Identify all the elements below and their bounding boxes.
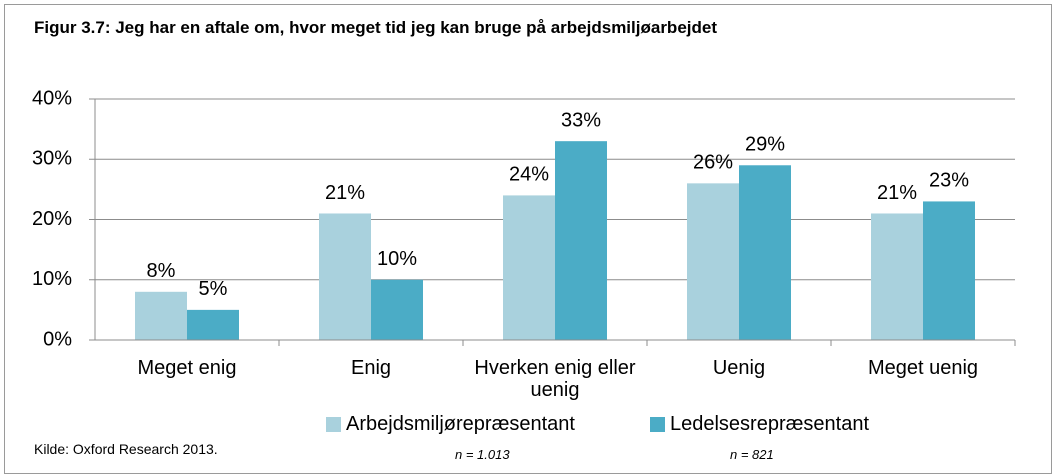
bar <box>687 183 739 340</box>
data-label: 10% <box>377 248 417 270</box>
x-tick-label: Meget enig <box>137 357 237 379</box>
chart-title: Figur 3.7: Jeg har en aftale om, hvor me… <box>34 18 717 37</box>
y-tick-label: 20% <box>32 208 72 230</box>
data-label: 21% <box>325 182 365 204</box>
bar <box>923 201 975 340</box>
y-tick-label: 40% <box>32 87 72 109</box>
data-label: 8% <box>147 260 176 282</box>
data-label: 26% <box>693 152 733 174</box>
legend-swatch <box>326 417 341 432</box>
y-tick-label: 10% <box>32 268 72 290</box>
data-label: 23% <box>929 170 969 192</box>
bar <box>871 213 923 340</box>
x-tick-label: Meget uenig <box>867 357 979 379</box>
bar <box>319 213 371 340</box>
bar <box>555 141 607 340</box>
bar <box>187 309 239 340</box>
bar <box>503 195 555 340</box>
data-label: 5% <box>199 278 228 300</box>
bar <box>135 291 187 340</box>
data-label: 24% <box>509 164 549 186</box>
legend-label: Ledelsesrepræsentant <box>670 413 870 435</box>
data-label: 33% <box>561 109 601 131</box>
x-tick-label: Uenig <box>712 357 766 379</box>
bar <box>739 165 791 340</box>
x-tick-label: Hverken enig eller uenig <box>474 357 636 401</box>
source: Kilde: Oxford Research 2013. <box>34 441 218 457</box>
bar <box>371 279 423 340</box>
y-tick-label: 0% <box>43 328 72 350</box>
plot: 0% 10% 20% 30% 40% 8% 5% 21% 10% 24% 33% 26% 29% 21% 2… <box>32 87 1016 432</box>
x-tick-label: Enig <box>350 357 392 379</box>
chart: Figur 3.7: Jeg har en aftale om, hvor me… <box>4 4 1052 474</box>
legend-label: Arbejdsmiljørepræsentant <box>346 413 575 435</box>
data-label: 21% <box>877 182 917 204</box>
data-label: 29% <box>745 134 785 156</box>
y-tick-label: 30% <box>32 148 72 170</box>
note: n = 821 <box>730 447 774 462</box>
note: n = 1.013 <box>455 447 510 462</box>
legend-swatch <box>650 417 665 432</box>
